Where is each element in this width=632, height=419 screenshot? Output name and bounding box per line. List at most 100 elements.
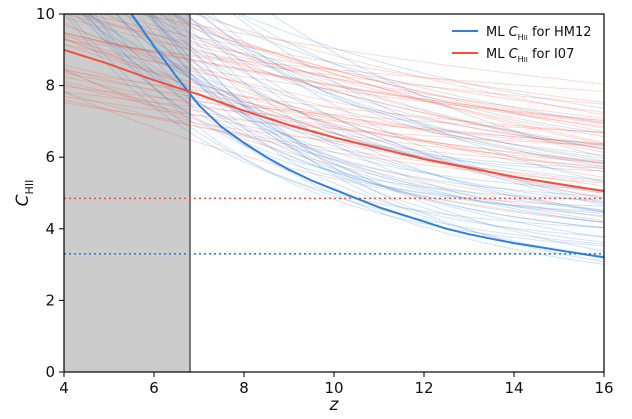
sample-curve <box>150 14 604 243</box>
sample-curve <box>64 72 604 148</box>
sample-curve <box>80 14 604 150</box>
sample-curve <box>146 14 604 133</box>
sample-curve <box>166 14 604 124</box>
x-tick-label: 14 <box>504 379 523 397</box>
sample-curve <box>200 14 604 204</box>
y-tick-label: 0 <box>45 363 55 381</box>
sample-curve <box>119 14 604 138</box>
sample-curve <box>163 14 604 229</box>
sample-curve <box>68 14 604 245</box>
sample-curve <box>94 14 604 247</box>
sample-curve <box>64 33 604 125</box>
sample-curve <box>64 35 604 105</box>
sample-curve <box>158 14 604 159</box>
y-tick-label: 6 <box>45 148 55 166</box>
sample-curve <box>128 14 604 197</box>
sample-curve <box>137 14 604 229</box>
sample-curve <box>64 32 604 127</box>
sample-curve <box>183 14 604 167</box>
x-axis-ticks: 4 6 8 10 12 14 16 <box>59 372 614 397</box>
sample-curve <box>152 14 604 217</box>
svg-text:CHII: CHII <box>13 180 36 207</box>
sample-curve <box>86 14 604 207</box>
sample-curve <box>88 14 604 172</box>
sample-curve <box>64 102 604 168</box>
sample-curve <box>64 99 604 183</box>
sample-curve <box>149 14 604 214</box>
sample-curve <box>64 91 604 184</box>
legend: ML CHII for HM12 ML CHII for I07 <box>452 25 592 64</box>
sample-curve <box>64 70 604 134</box>
x-tick-label: 4 <box>59 379 69 397</box>
sample-curve <box>64 83 604 187</box>
sample-curve <box>64 75 604 162</box>
y-axis-label-main: C <box>13 194 33 206</box>
shaded-region <box>64 14 190 372</box>
sample-curve <box>64 24 604 165</box>
sample-curve <box>74 14 604 211</box>
sample-curve <box>64 68 604 164</box>
y-axis-ticks: 0 2 4 6 8 10 <box>36 5 64 381</box>
sample-curve <box>82 14 604 238</box>
sample-curve <box>239 14 604 109</box>
x-axis-label: z <box>329 395 340 414</box>
sample-curve <box>232 14 604 183</box>
sample-curve <box>82 14 604 104</box>
x-tick-label: 6 <box>149 379 159 397</box>
sample-curve <box>107 14 604 199</box>
sample-curve <box>64 39 604 92</box>
sample-curve <box>193 14 604 116</box>
sample-curve <box>151 14 604 206</box>
sample-curve <box>99 14 604 265</box>
sample-curve <box>148 14 604 237</box>
sample-curve <box>64 69 604 211</box>
sample-curve <box>64 95 604 146</box>
sample-curve <box>116 14 604 224</box>
series-lines <box>64 14 604 259</box>
sample-curve <box>147 14 604 252</box>
x-tick-label: 12 <box>414 379 433 397</box>
sample-curve <box>198 14 604 146</box>
sample-curve <box>64 91 604 145</box>
sample-curve <box>83 14 604 223</box>
sample-curve <box>64 44 604 156</box>
sample-curve <box>64 38 604 173</box>
series-line-1 <box>64 48 604 193</box>
sample-curve <box>64 85 604 133</box>
sample-curve <box>64 44 604 122</box>
y-axis-label-sub: HII <box>23 180 36 195</box>
sample-curve <box>236 14 604 134</box>
sample-curve <box>64 91 604 223</box>
sample-curve <box>173 14 604 145</box>
sample-curve <box>71 14 604 199</box>
sample-curve <box>157 14 604 143</box>
sample-curve <box>270 14 604 158</box>
sample-curve <box>102 14 604 147</box>
sample-curve <box>75 14 604 129</box>
reference-lines <box>64 197 604 255</box>
legend-label-i07: ML CHII for I07 <box>486 47 574 64</box>
series-line-0 <box>130 14 604 259</box>
sample-curve <box>186 14 604 213</box>
sample-curve <box>143 14 604 181</box>
sample-curve <box>116 14 604 213</box>
sample-curve <box>142 14 604 153</box>
sample-curve <box>81 14 604 201</box>
sample-curve <box>177 14 604 221</box>
sample-curve <box>210 14 604 164</box>
sample-curve <box>171 14 604 150</box>
y-axis-label: CHII <box>13 180 36 207</box>
y-tick-label: 4 <box>45 220 55 238</box>
y-tick-label: 10 <box>36 5 55 23</box>
sample-curve <box>150 14 604 194</box>
sample-curve <box>167 14 604 257</box>
y-tick-label: 8 <box>45 77 55 95</box>
sample-curve <box>64 80 604 164</box>
sample-curve <box>136 14 604 85</box>
sample-curve <box>64 37 604 170</box>
sample-curve <box>64 69 604 218</box>
sample-curve <box>64 32 604 121</box>
sample-curve <box>171 14 604 162</box>
